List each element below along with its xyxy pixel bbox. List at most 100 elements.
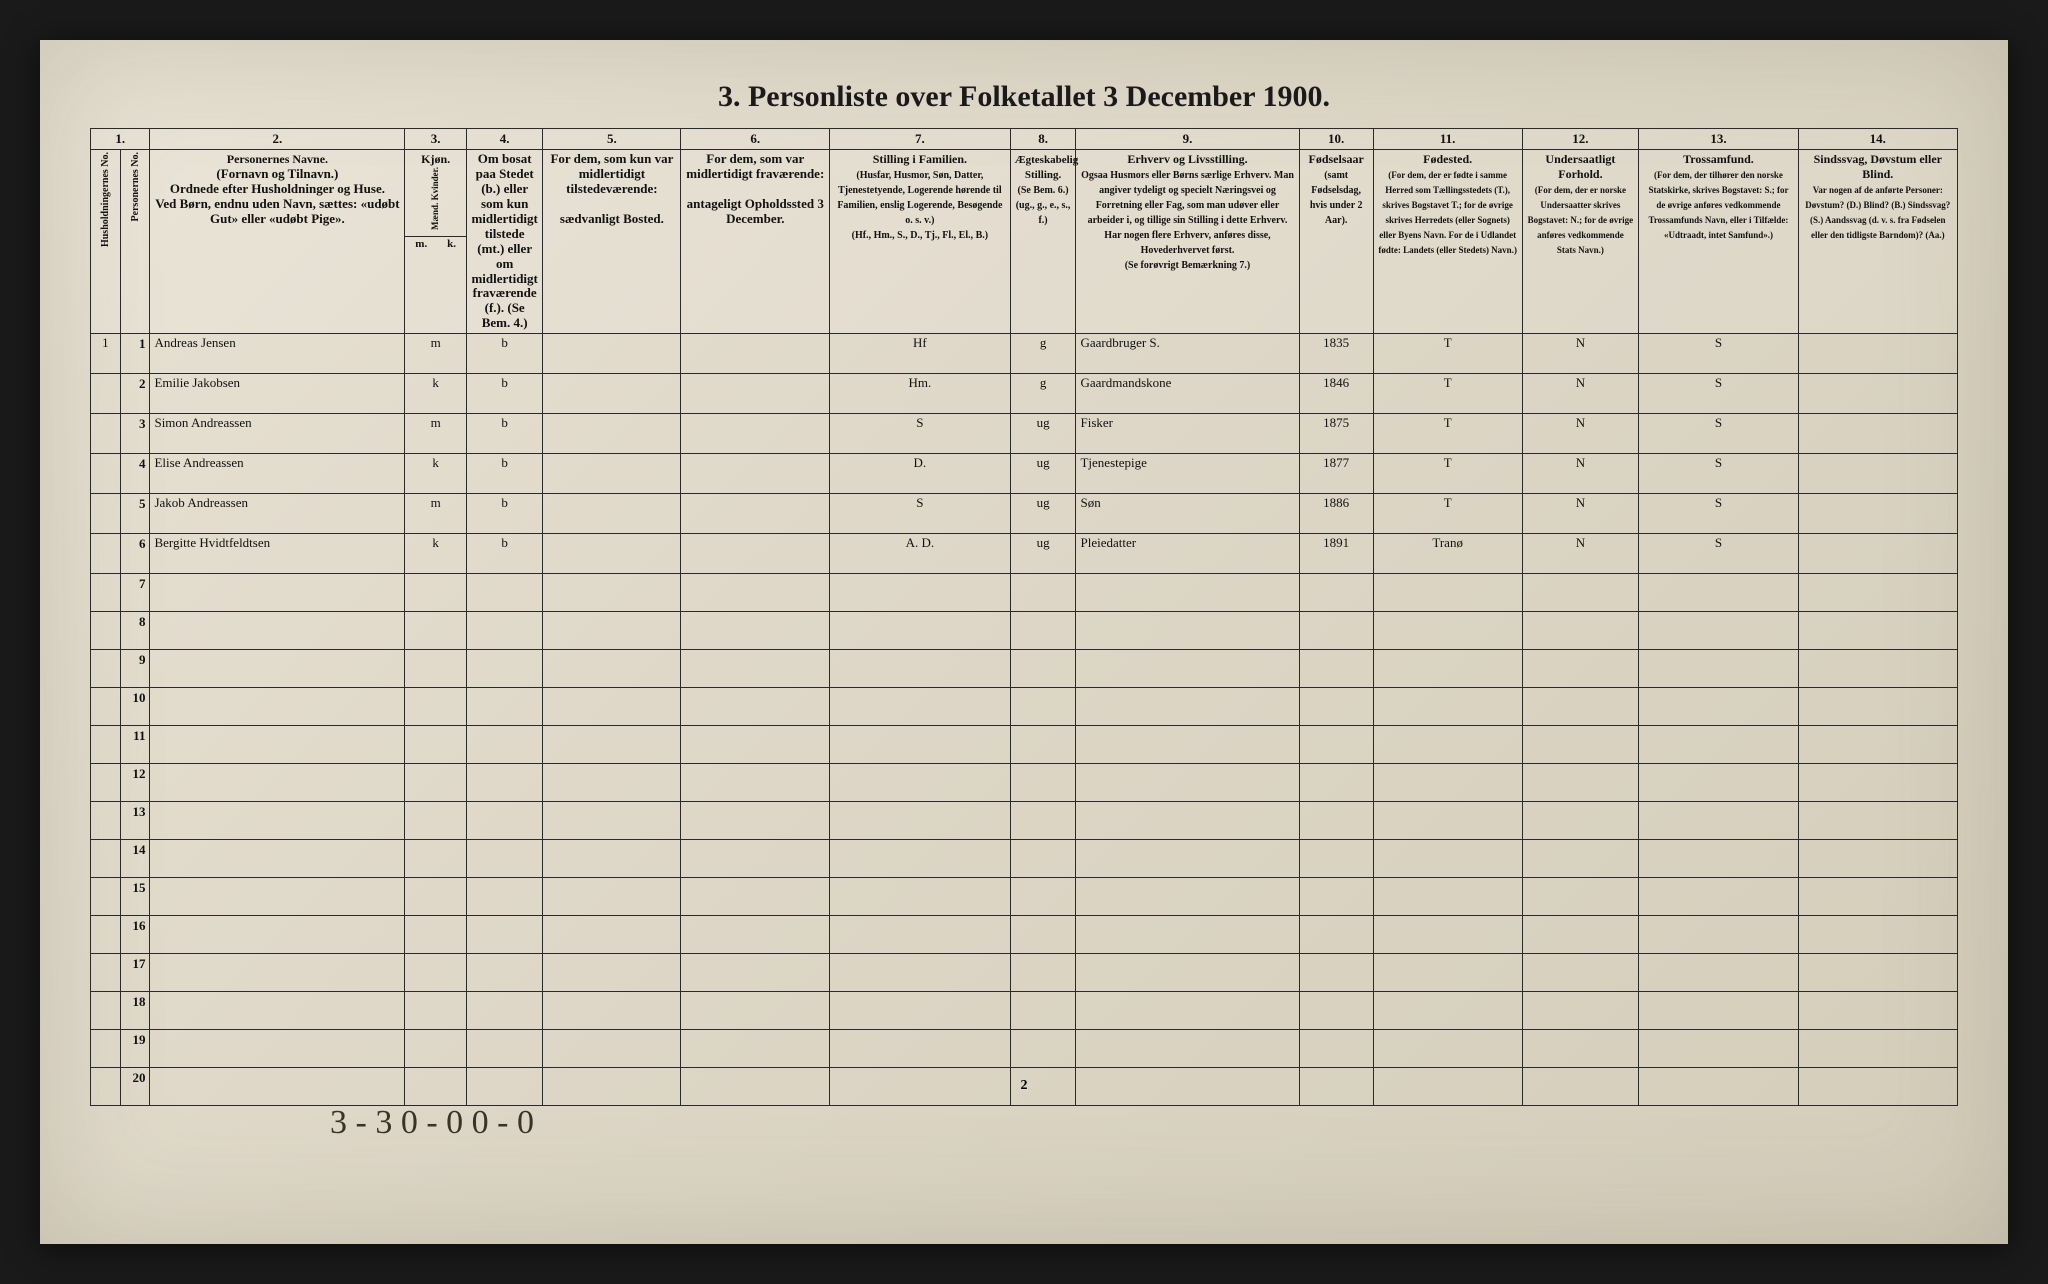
cell-residence: b (466, 414, 542, 454)
hdr-occupation: Erhverv og Livsstilling. Ogsaa Husmors e… (1076, 150, 1299, 334)
cell-person-no: 4 (120, 454, 150, 494)
colnum-2: 2. (150, 129, 405, 150)
cell-birthyear: 1886 (1299, 494, 1373, 534)
hdr-disability: Sindssvag, Døvstum eller Blind. Var noge… (1798, 150, 1957, 334)
table-row-empty: 18 (91, 992, 1958, 1030)
table-row-empty: 12 (91, 764, 1958, 802)
table-row: 2 Emilie Jakobsen k b Hm. g Gaardmandsko… (91, 374, 1958, 414)
colnum-5: 5. (543, 129, 681, 150)
cell-religion: S (1639, 414, 1798, 454)
cell-person-no: 18 (120, 992, 150, 1030)
cell-household-no (91, 454, 121, 494)
cell-birthplace: T (1373, 454, 1522, 494)
table-row-empty: 16 (91, 916, 1958, 954)
cell-residence: b (466, 334, 542, 374)
table-row-empty: 14 (91, 840, 1958, 878)
table-row: 1 1 Andreas Jensen m b Hf g Gaardbruger … (91, 334, 1958, 374)
cell-sex: k (405, 534, 467, 574)
cell-temp-present (543, 534, 681, 574)
cell-occupation: Pleiedatter (1076, 534, 1299, 574)
hdr-household-no: Husholdningernes No. (91, 150, 121, 334)
cell-birthyear: 1877 (1299, 454, 1373, 494)
table-row-empty: 13 (91, 802, 1958, 840)
table-row-empty: 11 (91, 726, 1958, 764)
table-row: 5 Jakob Andreassen m b S ug Søn 1886 T N… (91, 494, 1958, 534)
colnum-8: 8. (1010, 129, 1076, 150)
cell-marital: ug (1010, 454, 1076, 494)
colnum-1: 1. (91, 129, 150, 150)
page-title: 3. Personliste over Folketallet 3 Decemb… (90, 80, 1958, 114)
cell-residence: b (466, 494, 542, 534)
cell-person-no: 9 (120, 650, 150, 688)
cell-nationality: N (1522, 374, 1639, 414)
hdr-birthplace: Fødested. (For dem, der er fødte i samme… (1373, 150, 1522, 334)
cell-person-no: 10 (120, 688, 150, 726)
cell-temp-present (543, 454, 681, 494)
cell-nationality: N (1522, 534, 1639, 574)
cell-person-no: 16 (120, 916, 150, 954)
cell-name: Simon Andreassen (150, 414, 405, 454)
cell-marital: ug (1010, 494, 1076, 534)
cell-family-position: S (830, 494, 1011, 534)
hdr-family-position: Stilling i Familien. (Husfar, Husmor, Sø… (830, 150, 1011, 334)
cell-person-no: 5 (120, 494, 150, 534)
hdr-temp-present: For dem, som kun var midlertidigt tilste… (543, 150, 681, 334)
cell-birthyear: 1891 (1299, 534, 1373, 574)
cell-religion: S (1639, 534, 1798, 574)
cell-person-no: 1 (120, 334, 150, 374)
cell-person-no: 17 (120, 954, 150, 992)
cell-person-no: 7 (120, 574, 150, 612)
table-row-empty: 9 (91, 650, 1958, 688)
cell-residence: b (466, 374, 542, 414)
cell-family-position: Hf (830, 334, 1011, 374)
cell-birthyear: 1835 (1299, 334, 1373, 374)
cell-birthplace: T (1373, 494, 1522, 534)
hdr-temp-absent: For dem, som var midlertidigt fraværende… (681, 150, 830, 334)
cell-disability (1798, 494, 1957, 534)
cell-birthyear: 1875 (1299, 414, 1373, 454)
cell-household-no (91, 494, 121, 534)
cell-person-no: 15 (120, 878, 150, 916)
cell-temp-absent (681, 334, 830, 374)
table-header: 1. 2. 3. 4. 5. 6. 7. 8. 9. 10. 11. 12. 1… (91, 129, 1958, 334)
table-body: 1 1 Andreas Jensen m b Hf g Gaardbruger … (91, 334, 1958, 1106)
colnum-4: 4. (466, 129, 542, 150)
cell-disability (1798, 334, 1957, 374)
cell-person-no: 14 (120, 840, 150, 878)
hdr-names: Personernes Navne. (Fornavn og Tilnavn.)… (150, 150, 405, 334)
cell-nationality: N (1522, 454, 1639, 494)
cell-disability (1798, 534, 1957, 574)
hdr-residence: Om bosat paa Stedet (b.) eller som kun m… (466, 150, 542, 334)
table-row-empty: 19 (91, 1030, 1958, 1068)
cell-person-no: 12 (120, 764, 150, 802)
cell-temp-absent (681, 374, 830, 414)
cell-religion: S (1639, 334, 1798, 374)
cell-occupation: Fisker (1076, 414, 1299, 454)
cell-occupation: Gaardmandskone (1076, 374, 1299, 414)
colnum-14: 14. (1798, 129, 1957, 150)
cell-name: Bergitte Hvidtfeldtsen (150, 534, 405, 574)
cell-birthplace: Tranø (1373, 534, 1522, 574)
cell-disability (1798, 454, 1957, 494)
colnum-13: 13. (1639, 129, 1798, 150)
colnum-12: 12. (1522, 129, 1639, 150)
cell-name: Elise Andreassen (150, 454, 405, 494)
page-number: 2 (90, 1078, 1958, 1094)
cell-sex: m (405, 494, 467, 534)
colnum-6: 6. (681, 129, 830, 150)
cell-temp-present (543, 374, 681, 414)
colnum-7: 7. (830, 129, 1011, 150)
hdr-sex: Kjøn. Mænd. Kvinder. m.k. (405, 150, 467, 334)
cell-disability (1798, 374, 1957, 414)
cell-person-no: 8 (120, 612, 150, 650)
table-row-empty: 10 (91, 688, 1958, 726)
cell-nationality: N (1522, 414, 1639, 454)
footer-annotation: 3 - 3 0 - 0 0 - 0 (90, 1104, 1958, 1142)
hdr-birthyear: Fødselsaar (samt Fødselsdag, hvis under … (1299, 150, 1373, 334)
cell-temp-absent (681, 414, 830, 454)
colnum-3: 3. (405, 129, 467, 150)
table-row: 6 Bergitte Hvidtfeldtsen k b A. D. ug Pl… (91, 534, 1958, 574)
cell-marital: ug (1010, 414, 1076, 454)
table-row-empty: 7 (91, 574, 1958, 612)
cell-marital: g (1010, 334, 1076, 374)
